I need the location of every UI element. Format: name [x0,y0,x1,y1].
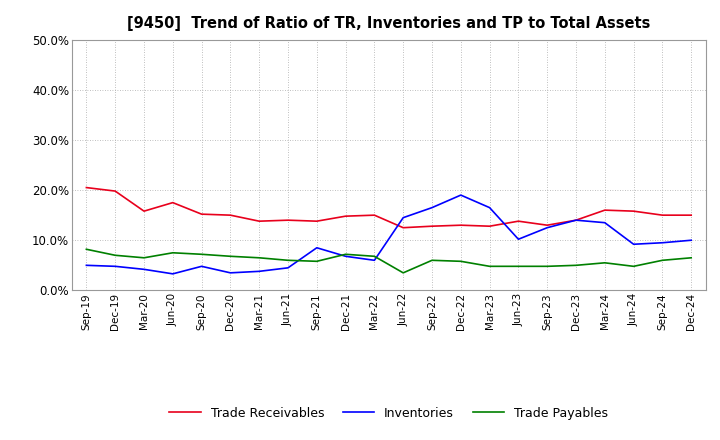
Title: [9450]  Trend of Ratio of TR, Inventories and TP to Total Assets: [9450] Trend of Ratio of TR, Inventories… [127,16,650,32]
Trade Payables [370,253,379,259]
Trade Payables [456,259,465,264]
Trade Payables [600,260,609,265]
Trade Receivables [687,213,696,218]
Trade Receivables [82,185,91,190]
Inventories [226,270,235,275]
Trade Receivables [284,217,292,223]
Inventories [456,192,465,198]
Inventories [572,217,580,223]
Trade Receivables [111,188,120,194]
Trade Receivables [456,223,465,228]
Inventories [255,269,264,274]
Trade Payables [485,264,494,269]
Trade Receivables [600,208,609,213]
Trade Payables [629,264,638,269]
Inventories [514,237,523,242]
Inventories [687,238,696,243]
Trade Payables [197,252,206,257]
Legend: Trade Receivables, Inventories, Trade Payables: Trade Receivables, Inventories, Trade Pa… [164,402,613,425]
Inventories [312,245,321,250]
Trade Payables [111,253,120,258]
Inventories [370,258,379,263]
Trade Receivables [168,200,177,205]
Trade Payables [658,258,667,263]
Trade Receivables [226,213,235,218]
Inventories [197,264,206,269]
Trade Payables [341,252,350,257]
Inventories [485,205,494,210]
Inventories [399,215,408,220]
Trade Receivables [629,209,638,214]
Trade Receivables [197,212,206,217]
Trade Receivables [428,224,436,229]
Trade Receivables [514,219,523,224]
Trade Payables [543,264,552,269]
Inventories [111,264,120,269]
Trade Payables [687,255,696,260]
Inventories [543,225,552,231]
Inventories [658,240,667,246]
Trade Payables [168,250,177,255]
Inventories [140,267,148,272]
Trade Payables [572,263,580,268]
Line: Inventories: Inventories [86,195,691,274]
Trade Payables [399,270,408,275]
Trade Receivables [341,213,350,219]
Line: Trade Receivables: Trade Receivables [86,187,691,228]
Trade Payables [514,264,523,269]
Inventories [341,253,350,259]
Trade Receivables [370,213,379,218]
Trade Receivables [399,225,408,231]
Trade Receivables [312,219,321,224]
Trade Receivables [543,223,552,228]
Trade Payables [226,253,235,259]
Inventories [629,242,638,247]
Trade Payables [82,247,91,252]
Inventories [428,205,436,210]
Line: Trade Payables: Trade Payables [86,249,691,273]
Trade Payables [284,258,292,263]
Trade Receivables [255,219,264,224]
Trade Payables [312,259,321,264]
Inventories [168,271,177,276]
Trade Payables [428,258,436,263]
Inventories [82,263,91,268]
Inventories [284,265,292,271]
Trade Receivables [572,217,580,223]
Inventories [600,220,609,225]
Trade Payables [140,255,148,260]
Trade Receivables [485,224,494,229]
Trade Receivables [140,209,148,214]
Trade Payables [255,255,264,260]
Trade Receivables [658,213,667,218]
